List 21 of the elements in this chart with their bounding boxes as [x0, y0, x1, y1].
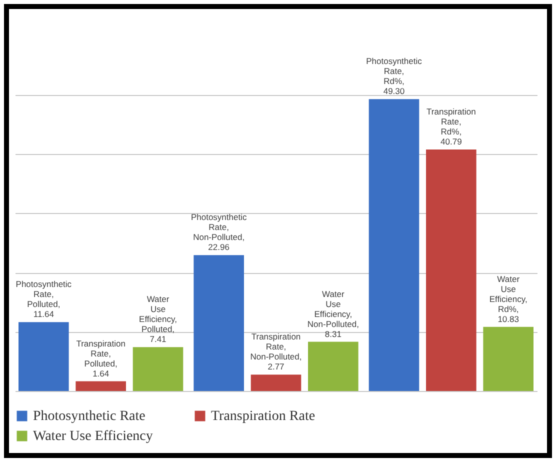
bar	[426, 150, 476, 391]
legend-label: Photosynthetic Rate	[33, 409, 146, 424]
legend-label: Water Use Efficiency	[33, 429, 153, 444]
data-label: Transpiration Rate, Polluted, 1.64	[76, 338, 126, 378]
data-label: Water Use Efficiency, Rd%, 10.83	[489, 274, 528, 324]
bar	[18, 322, 69, 391]
data-label: Photosynthetic Rate, Non-Polluted, 22.96	[190, 212, 248, 252]
bar	[194, 255, 244, 391]
data-label: Water Use Efficiency, Polluted, 7.41	[139, 294, 177, 344]
data-label: Transpiration Rate, Non-Polluted, 2.77	[250, 332, 302, 372]
data-label: Photosynthetic Rate, Rd%, 49.30	[366, 56, 423, 96]
bar	[132, 347, 184, 391]
bar	[308, 342, 358, 391]
bar	[483, 326, 534, 391]
bar	[250, 374, 302, 391]
bar	[368, 99, 420, 391]
data-label: Photosynthetic Rate, Polluted, 11.64	[16, 279, 72, 320]
legend-label: Transpiration Rate	[211, 409, 316, 424]
data-label: Water Use Efficiency, Non-Polluted, 8.31	[307, 288, 359, 339]
data-label: Transpiration Rate, Rd%, 40.79	[426, 106, 476, 147]
bar	[76, 381, 126, 391]
